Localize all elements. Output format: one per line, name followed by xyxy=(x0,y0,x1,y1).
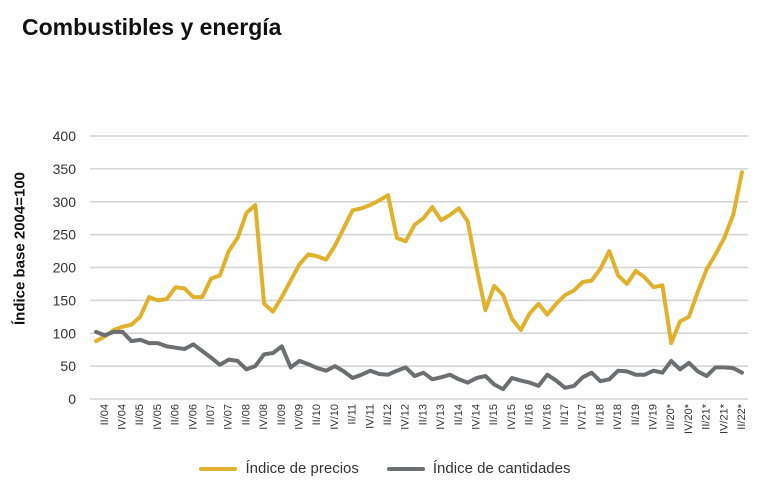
x-tick-label: IV/15 xyxy=(506,404,518,430)
x-tick-label: IV/19 xyxy=(648,404,660,430)
x-tick-label: IV/21* xyxy=(718,403,730,434)
x-tick-label: II/20* xyxy=(665,403,677,429)
series-line-precios xyxy=(94,170,744,346)
x-tick-label: IV/12 xyxy=(400,404,412,430)
x-tick-label: IV/20* xyxy=(683,403,695,434)
x-tick-label: II/12 xyxy=(382,404,394,425)
x-tick-label: II/08 xyxy=(240,404,252,425)
x-tick-label: IV/06 xyxy=(187,404,199,430)
chart-title: Combustibles y energía xyxy=(22,14,282,40)
y-tick-label: 300 xyxy=(53,194,77,210)
x-tick-label: II/15 xyxy=(488,404,500,425)
x-tick-label: II/17 xyxy=(559,404,571,425)
legend-swatch-cantidades xyxy=(386,466,425,471)
x-tick-label: IV/13 xyxy=(435,404,447,430)
x-tick-label: II/05 xyxy=(134,404,146,425)
y-tick-label: 350 xyxy=(53,161,77,177)
legend-swatch-precios xyxy=(199,466,238,471)
x-tick-label: II/10 xyxy=(311,404,323,425)
legend-item-precios: Índice de precios xyxy=(199,460,359,477)
x-tick-label: IV/17 xyxy=(577,404,589,430)
legend-label-precios: Índice de precios xyxy=(245,460,359,477)
y-tick-label: 150 xyxy=(53,292,77,308)
x-tick-label: II/22* xyxy=(736,403,748,429)
x-tick-label: IV/09 xyxy=(294,404,306,430)
x-tick-label: II/09 xyxy=(276,404,288,425)
x-tick-label: II/21* xyxy=(701,403,713,429)
x-tick-label: IV/04 xyxy=(117,404,129,430)
x-tick-label: II/13 xyxy=(417,404,429,425)
x-tick-label: II/07 xyxy=(205,404,217,425)
x-tick-label: IV/05 xyxy=(152,404,164,430)
x-tick-label: IV/08 xyxy=(258,404,270,430)
x-tick-label: II/18 xyxy=(594,404,606,425)
x-tick-label: II/04 xyxy=(99,404,111,425)
y-tick-label: 200 xyxy=(53,260,77,276)
x-tick-label: IV/07 xyxy=(223,404,235,430)
x-tick-label: II/14 xyxy=(453,404,465,425)
y-tick-label: 100 xyxy=(53,325,77,341)
x-tick-label: IV/14 xyxy=(471,404,483,430)
legend-label-cantidades: Índice de cantidades xyxy=(432,460,571,477)
x-tick-label: II/11 xyxy=(347,404,359,425)
x-tick-label: IV/11 xyxy=(364,404,376,429)
legend: Índice de precios Índice de cantidades xyxy=(0,460,770,477)
y-tick-label: 0 xyxy=(68,391,76,407)
x-tick-label: II/16 xyxy=(524,404,536,425)
x-tick-label: IV/18 xyxy=(612,404,624,430)
y-tick-label: 400 xyxy=(53,128,77,144)
x-tick-label: II/06 xyxy=(170,404,182,425)
x-tick-label: IV/10 xyxy=(329,404,341,430)
legend-item-cantidades: Índice de cantidades xyxy=(386,460,571,477)
x-tick-label: II/19 xyxy=(630,404,642,425)
x-tick-label: IV/16 xyxy=(541,404,553,430)
y-tick-label: 250 xyxy=(53,227,77,243)
series-line-cantidades xyxy=(94,329,744,392)
y-tick-label: 50 xyxy=(60,358,76,374)
